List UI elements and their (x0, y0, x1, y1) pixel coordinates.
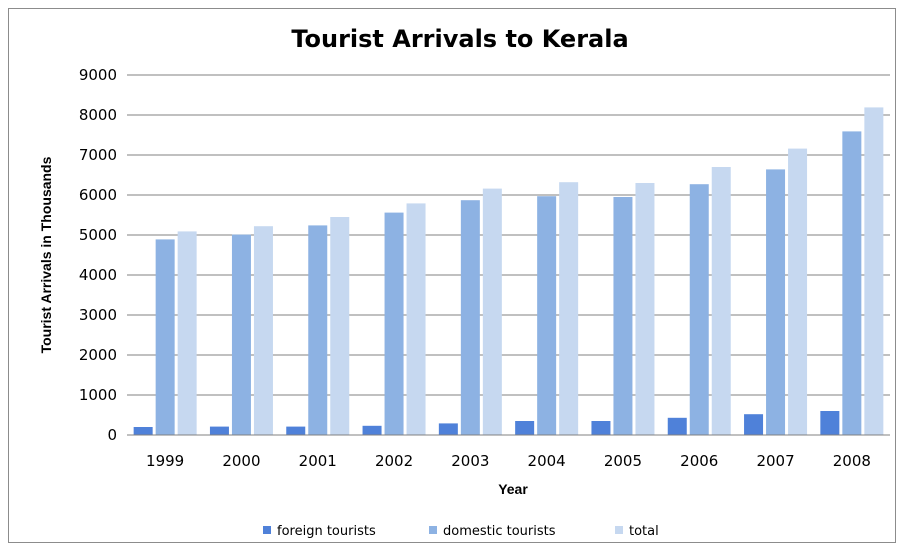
bar-domestic-tourists-2004 (537, 196, 557, 435)
bar-total-2004 (559, 182, 579, 435)
bar-foreign-tourists-2008 (820, 411, 840, 435)
bar-total-2006 (711, 167, 731, 435)
x-tick-label: 2002 (375, 452, 413, 470)
bar-total-2007 (788, 148, 808, 435)
legend-swatch (429, 526, 437, 534)
bar-foreign-tourists-1999 (133, 427, 153, 435)
y-tick-label: 8000 (79, 106, 117, 124)
y-axis-label: Tourist Arrivals in Thousands (38, 156, 54, 353)
bar-total-2002 (406, 203, 426, 435)
bar-foreign-tourists-2001 (286, 426, 306, 435)
x-tick-label: 2004 (528, 452, 566, 470)
bar-total-2001 (330, 217, 350, 435)
x-tick-label: 2008 (833, 452, 871, 470)
legend: foreign tourists domestic tourists total (263, 524, 659, 539)
bars (133, 107, 884, 436)
bar-domestic-tourists-2007 (766, 169, 786, 435)
bar-foreign-tourists-2002 (362, 425, 382, 435)
x-axis-ticks: 1999 2000 2001 2002 2003 2004 2005 2006 2007 2008 (146, 452, 871, 470)
x-tick-label: 2003 (451, 452, 489, 470)
bar-foreign-tourists-2007 (744, 414, 764, 435)
legend-label: total (629, 524, 659, 539)
bar-foreign-tourists-2005 (591, 421, 611, 435)
bar-foreign-tourists-2000 (209, 426, 229, 435)
y-tick-label: 0 (107, 426, 117, 444)
bar-total-1999 (177, 231, 197, 435)
y-tick-label: 9000 (79, 66, 117, 84)
bar-foreign-tourists-2004 (515, 421, 535, 435)
bar-domestic-tourists-2006 (689, 184, 709, 435)
y-tick-label: 4000 (79, 266, 117, 284)
x-tick-label: 2005 (604, 452, 642, 470)
x-axis-label: Year (498, 481, 528, 497)
bar-domestic-tourists-2005 (613, 197, 633, 435)
bar-total-2003 (482, 188, 502, 435)
y-tick-label: 5000 (79, 226, 117, 244)
y-tick-label: 3000 (79, 306, 117, 324)
y-tick-label: 7000 (79, 146, 117, 164)
bar-foreign-tourists-2006 (667, 417, 687, 435)
legend-swatch (615, 526, 623, 534)
bar-foreign-tourists-2003 (438, 423, 458, 435)
x-tick-label: 2000 (222, 452, 260, 470)
bar-domestic-tourists-2003 (460, 200, 480, 435)
bar-domestic-tourists-2001 (308, 225, 328, 435)
x-tick-label: 2007 (756, 452, 794, 470)
chart-title: Tourist Arrivals to Kerala (291, 25, 628, 53)
x-tick-label: 2001 (299, 452, 337, 470)
y-tick-label: 1000 (79, 386, 117, 404)
bar-total-2008 (864, 107, 884, 436)
x-tick-label: 1999 (146, 452, 184, 470)
y-tick-label: 2000 (79, 346, 117, 364)
legend-label: domestic tourists (443, 524, 556, 539)
y-tick-label: 6000 (79, 186, 117, 204)
bar-total-2005 (635, 183, 655, 435)
legend-swatch (263, 526, 271, 534)
bar-total-2000 (253, 226, 273, 435)
bar-domestic-tourists-2008 (842, 131, 862, 435)
legend-label: foreign tourists (277, 524, 376, 539)
y-axis-ticks: 0 1000 2000 3000 4000 5000 6000 7000 8000 9000 (79, 66, 117, 444)
x-tick-label: 2006 (680, 452, 718, 470)
bar-domestic-tourists-2000 (231, 234, 251, 435)
bar-domestic-tourists-1999 (155, 239, 175, 435)
bar-domestic-tourists-2002 (384, 212, 404, 435)
